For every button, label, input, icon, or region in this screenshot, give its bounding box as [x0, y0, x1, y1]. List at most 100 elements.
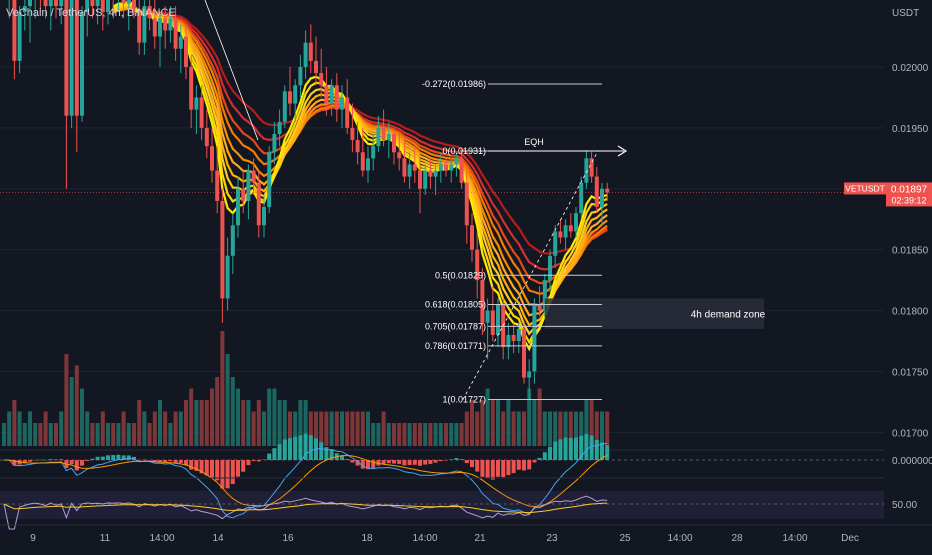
- candle-body: [85, 0, 90, 13]
- macd-bar: [80, 460, 84, 466]
- macd-bar: [204, 460, 209, 476]
- candle-body: [178, 36, 183, 49]
- macd-bar: [324, 447, 329, 460]
- candle-body: [366, 158, 370, 171]
- candle-body: [17, 12, 22, 61]
- candle-body: [308, 42, 313, 61]
- macd-bar: [137, 460, 142, 461]
- candle-body: [282, 91, 287, 122]
- macd-bar: [262, 459, 266, 461]
- volume-bar: [537, 388, 542, 446]
- volume-bar: [74, 365, 79, 446]
- candle-body: [80, 12, 84, 116]
- macd-bar: [537, 457, 542, 460]
- macd-bar: [199, 460, 204, 474]
- macd-bar: [527, 460, 532, 470]
- fib-connector: [462, 150, 599, 400]
- volume-bar: [470, 400, 474, 446]
- macd-axis-label: 0.000000: [892, 456, 932, 467]
- volume-bar: [43, 411, 48, 446]
- volume-bar: [360, 411, 365, 446]
- macd-bar: [111, 455, 116, 460]
- macd-bar: [366, 460, 370, 470]
- macd-bar: [173, 460, 178, 464]
- candle-body: [324, 85, 329, 104]
- candle-body: [236, 188, 240, 226]
- candle-body: [605, 188, 610, 193]
- volume-bar: [178, 411, 183, 446]
- candle-body: [511, 334, 516, 342]
- macd-bar: [298, 435, 303, 460]
- ema-ribbon-line: [113, 6, 608, 255]
- macd-bar: [574, 437, 578, 460]
- candle-body: [480, 280, 485, 323]
- volume-bar: [48, 423, 53, 446]
- macd-bar: [355, 460, 360, 466]
- fib-label: -0.272(0.01986): [422, 79, 486, 89]
- volume-bar: [480, 400, 485, 446]
- volume-bar: [116, 423, 121, 446]
- x-tick-label: 18: [361, 533, 373, 544]
- volume-bar: [298, 400, 303, 446]
- candle-body: [293, 85, 298, 104]
- candle-body: [173, 18, 178, 49]
- macd-bar: [605, 445, 610, 460]
- volume-bar: [277, 400, 282, 446]
- candle-body: [152, 18, 157, 37]
- volume-bar: [324, 411, 329, 446]
- volume-bar: [267, 388, 272, 446]
- macd-bar: [90, 458, 95, 460]
- candle-body: [204, 127, 209, 147]
- price-badge: [886, 182, 932, 207]
- macd-bar: [464, 460, 469, 464]
- volume-bar: [501, 411, 506, 446]
- macd-bar: [376, 460, 381, 466]
- candle-body: [428, 170, 433, 177]
- volume-bar: [194, 400, 199, 446]
- volume-bar: [80, 388, 84, 446]
- volume-bar: [522, 411, 526, 446]
- volume-bar: [95, 423, 100, 446]
- y-tick-label: 0.01850: [892, 246, 929, 257]
- volume-bar: [496, 400, 500, 446]
- volume-bar: [490, 400, 495, 446]
- volume-bar: [308, 411, 313, 446]
- x-tick-label: 14:00: [149, 533, 174, 544]
- macd-bar: [12, 460, 17, 466]
- symbol-badge: [844, 182, 886, 195]
- volume-bar: [542, 411, 547, 446]
- rsi-line: [3, 495, 608, 530]
- macd-bar: [121, 455, 126, 460]
- x-tick-label: 23: [546, 533, 558, 544]
- volume-bar: [111, 423, 116, 446]
- volume-bar: [189, 388, 194, 446]
- candle-body: [371, 146, 376, 159]
- candles: [8, 0, 610, 400]
- volume-bar: [100, 411, 105, 446]
- volume-bar: [236, 388, 240, 446]
- macd-bar: [589, 435, 594, 460]
- candle-body: [298, 66, 303, 86]
- volume-bar: [230, 377, 235, 446]
- fib-label: 0(0.01931): [442, 146, 486, 156]
- volume-bar: [589, 400, 594, 446]
- candle-body: [132, 0, 136, 13]
- candle-body: [215, 170, 220, 201]
- macd-bar: [558, 439, 563, 460]
- volume-bar: [137, 400, 142, 446]
- x-tick-label: 25: [619, 533, 631, 544]
- candle-body: [158, 18, 162, 37]
- macd-bar: [563, 437, 568, 460]
- volume-bar: [412, 423, 417, 446]
- volume-bar: [225, 354, 230, 446]
- candle-body: [100, 0, 105, 13]
- volume-bar: [54, 423, 58, 446]
- volume-bar: [459, 423, 464, 446]
- macd-bar: [236, 460, 240, 477]
- candle-body: [392, 133, 396, 153]
- volume-bars: [2, 331, 610, 446]
- macd-bar: [548, 446, 552, 460]
- candle-body: [230, 225, 235, 256]
